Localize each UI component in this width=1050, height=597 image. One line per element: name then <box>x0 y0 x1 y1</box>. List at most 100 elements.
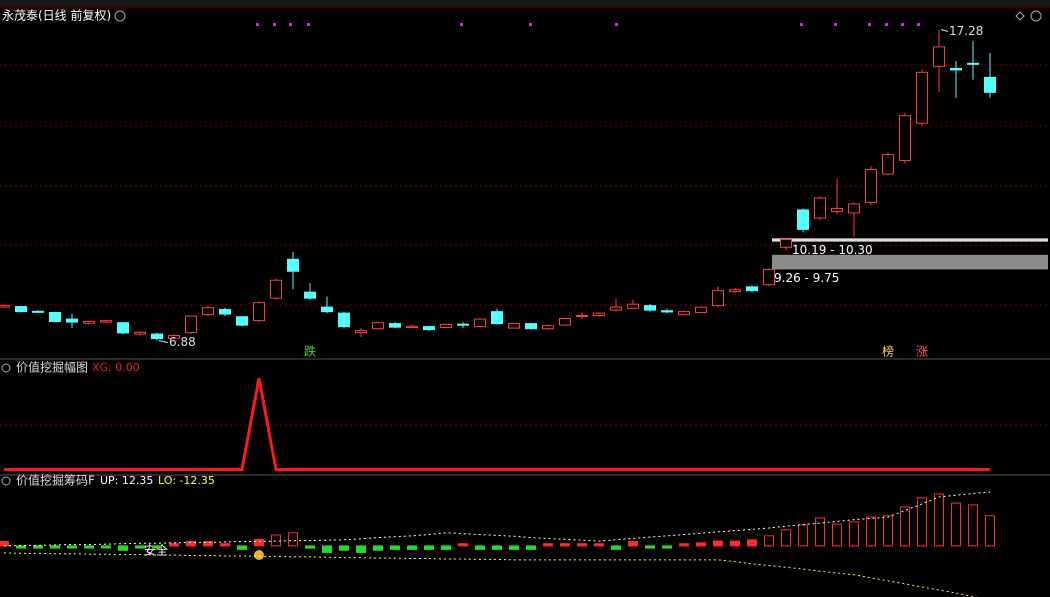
candle-body <box>831 207 843 212</box>
zone-label: 10.19 - 10.30 <box>792 243 873 257</box>
legend-entry: XG: 0.00 <box>92 361 140 374</box>
bar <box>560 543 570 547</box>
candle-body <box>644 305 656 311</box>
bar <box>390 545 400 550</box>
candle-body <box>457 323 469 326</box>
bar <box>186 541 196 547</box>
bar <box>288 532 298 547</box>
candle-body <box>763 268 775 286</box>
bar <box>152 545 162 549</box>
candle-body <box>967 62 979 65</box>
bar <box>645 545 655 549</box>
candle-body <box>32 310 44 313</box>
candle-body <box>287 258 299 272</box>
bar <box>934 493 944 547</box>
candle-body <box>185 315 197 334</box>
bar <box>373 545 383 551</box>
bar <box>254 538 264 547</box>
legend-entry: UP: 12.35 <box>100 474 153 487</box>
candle-body <box>321 306 333 313</box>
bar <box>118 545 128 551</box>
panel-icons <box>1 10 1042 486</box>
candle-body <box>168 335 180 339</box>
candle-body <box>66 318 78 323</box>
candle-body <box>593 312 605 317</box>
bar <box>849 521 859 547</box>
candle-body <box>338 312 350 328</box>
candle-body <box>712 290 724 307</box>
band-line <box>3 491 991 547</box>
candle-body <box>848 203 860 214</box>
panel: 10.19 - 10.30 9.26 - 9.75 17.28 6.88 跌 榜 涨 <box>0 24 1048 358</box>
zone-label: 9.26 - 9.75 <box>774 271 839 285</box>
candle-body <box>559 318 571 326</box>
bar <box>866 516 876 547</box>
candle-body <box>746 286 758 292</box>
candle-body <box>389 323 401 328</box>
candle-body <box>661 310 673 313</box>
bar <box>509 545 519 550</box>
bar <box>0 541 9 547</box>
candle-body <box>729 289 741 293</box>
candle-body <box>950 67 962 71</box>
candle-body <box>780 239 792 248</box>
price-zone <box>772 238 1048 242</box>
candle-body <box>202 307 214 316</box>
chart-title: 永茂泰(日线 前复权) <box>2 8 111 23</box>
bar <box>832 523 842 547</box>
bar <box>730 540 740 547</box>
bar <box>407 545 417 550</box>
candle-body <box>525 323 537 330</box>
candle-body <box>236 316 248 326</box>
bar <box>611 545 621 550</box>
bar <box>356 545 366 553</box>
candle-body <box>627 303 639 309</box>
bar <box>968 504 978 547</box>
candle-body <box>542 325 554 330</box>
candle-body <box>491 311 503 325</box>
bar <box>798 524 808 547</box>
candle-body <box>134 331 146 335</box>
bar <box>594 543 604 547</box>
bar <box>951 502 961 547</box>
bar <box>84 545 94 549</box>
bar <box>679 543 689 547</box>
candle-body <box>610 306 622 311</box>
candle-body <box>474 318 486 328</box>
candle-body <box>933 46 945 67</box>
panel-title: 价值挖掘幅图 <box>16 360 88 375</box>
bar <box>628 541 638 547</box>
bar <box>543 543 553 547</box>
bar <box>492 545 502 550</box>
candle-body <box>219 309 231 315</box>
bar <box>713 540 723 547</box>
bar <box>441 545 451 550</box>
signal-marker: 涨 <box>916 344 928 359</box>
bar <box>67 545 77 549</box>
bar <box>101 545 111 549</box>
panel <box>0 491 995 597</box>
legend-entry: LO: -12.35 <box>158 474 215 487</box>
candle-body <box>100 320 112 323</box>
bar <box>305 545 315 549</box>
bar <box>322 545 332 553</box>
candle-body <box>0 305 10 308</box>
candle-body <box>117 322 129 334</box>
bar <box>985 515 995 547</box>
low-label: 6.88 <box>169 335 196 349</box>
grid <box>0 64 1050 426</box>
candle-body <box>49 312 61 323</box>
bar <box>883 515 893 547</box>
panel <box>4 377 990 471</box>
candle-body <box>372 322 384 330</box>
price-zone <box>772 254 1048 270</box>
annotation: 安全 <box>144 543 168 558</box>
bar <box>815 517 825 547</box>
candle-body <box>695 306 707 314</box>
bar <box>237 545 247 550</box>
candle-body <box>83 321 95 324</box>
candle-body <box>899 115 911 162</box>
candle-body <box>15 306 27 313</box>
bar <box>220 543 230 547</box>
line <box>4 377 990 471</box>
